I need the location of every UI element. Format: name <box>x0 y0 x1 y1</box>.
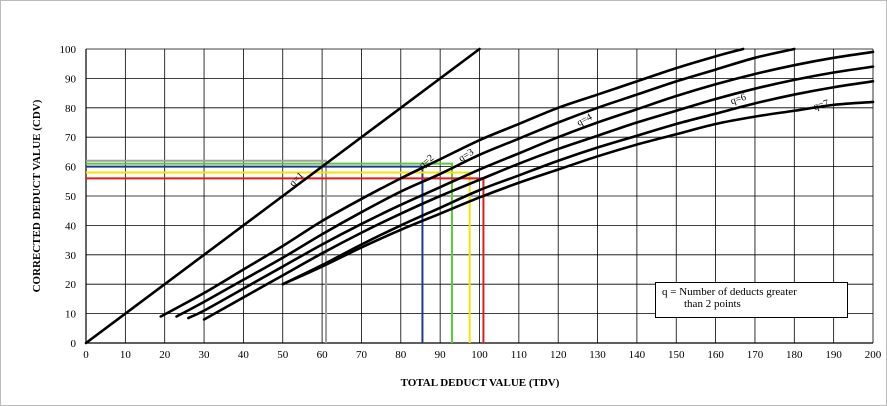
x-tick-label: 160 <box>707 349 724 361</box>
y-axis-title: CORRECTED DEDUCT VALUE (CDV) <box>31 99 43 292</box>
x-tick-label: 60 <box>317 349 329 361</box>
y-axis-ticks: 0 10 20 30 40 50 60 70 80 90 100 <box>60 44 77 350</box>
y-tick-label: 60 <box>65 162 77 174</box>
x-axis-ticks: 0 10 20 30 40 50 60 70 80 90 100 110 120 130 140 150 160… <box>83 349 882 361</box>
curve-q-3 <box>175 47 796 318</box>
annotation-line-1: q = Number of deducts greater <box>662 286 797 298</box>
x-tick-label: 10 <box>120 349 132 361</box>
y-tick-label: 80 <box>65 103 77 115</box>
reference-line <box>86 162 453 343</box>
annotation-box: q = Number of deducts greater than 2 poi… <box>655 282 848 318</box>
y-tick-label: 20 <box>65 279 77 291</box>
x-tick-label: 130 <box>589 349 606 361</box>
x-tick-label: 120 <box>550 349 567 361</box>
x-axis-title: TOTAL DEDUCT VALUE (TDV) <box>401 377 560 389</box>
x-tick-label: 0 <box>83 349 89 361</box>
curve-q-2 <box>159 47 745 318</box>
curve-q-6 <box>281 80 875 286</box>
x-tick-label: 110 <box>511 349 528 361</box>
curve-q-4 <box>187 50 875 320</box>
x-tick-label: 190 <box>825 349 842 361</box>
curve-q-7 <box>281 100 875 286</box>
y-tick-label: 40 <box>65 220 77 232</box>
x-tick-label: 50 <box>277 349 289 361</box>
y-tick-label: 70 <box>65 132 77 144</box>
x-tick-label: 170 <box>747 349 764 361</box>
curve-q-5 <box>202 65 875 321</box>
curve-label: q=6 <box>729 92 747 107</box>
x-tick-label: 70 <box>356 349 368 361</box>
x-tick-label: 20 <box>159 349 171 361</box>
y-tick-label: 90 <box>65 73 77 85</box>
x-tick-label: 90 <box>435 349 447 361</box>
x-tick-label: 200 <box>865 349 882 361</box>
y-tick-label: 0 <box>71 338 77 350</box>
curve-q-1 <box>84 47 481 345</box>
curve-label: q=7 <box>812 98 830 113</box>
x-tick-label: 180 <box>786 349 803 361</box>
x-tick-label: 30 <box>199 349 211 361</box>
curves <box>84 47 875 345</box>
annotation-line-2: than 2 points <box>684 298 741 310</box>
x-tick-label: 100 <box>471 349 488 361</box>
y-tick-label: 10 <box>65 309 77 321</box>
x-tick-label: 80 <box>395 349 407 361</box>
y-tick-label: 30 <box>65 250 77 262</box>
x-tick-label: 40 <box>238 349 250 361</box>
y-tick-label: 100 <box>60 44 77 56</box>
reference-line <box>86 159 328 343</box>
y-tick-label: 50 <box>65 191 77 203</box>
x-tick-label: 150 <box>668 349 685 361</box>
x-tick-label: 140 <box>629 349 646 361</box>
